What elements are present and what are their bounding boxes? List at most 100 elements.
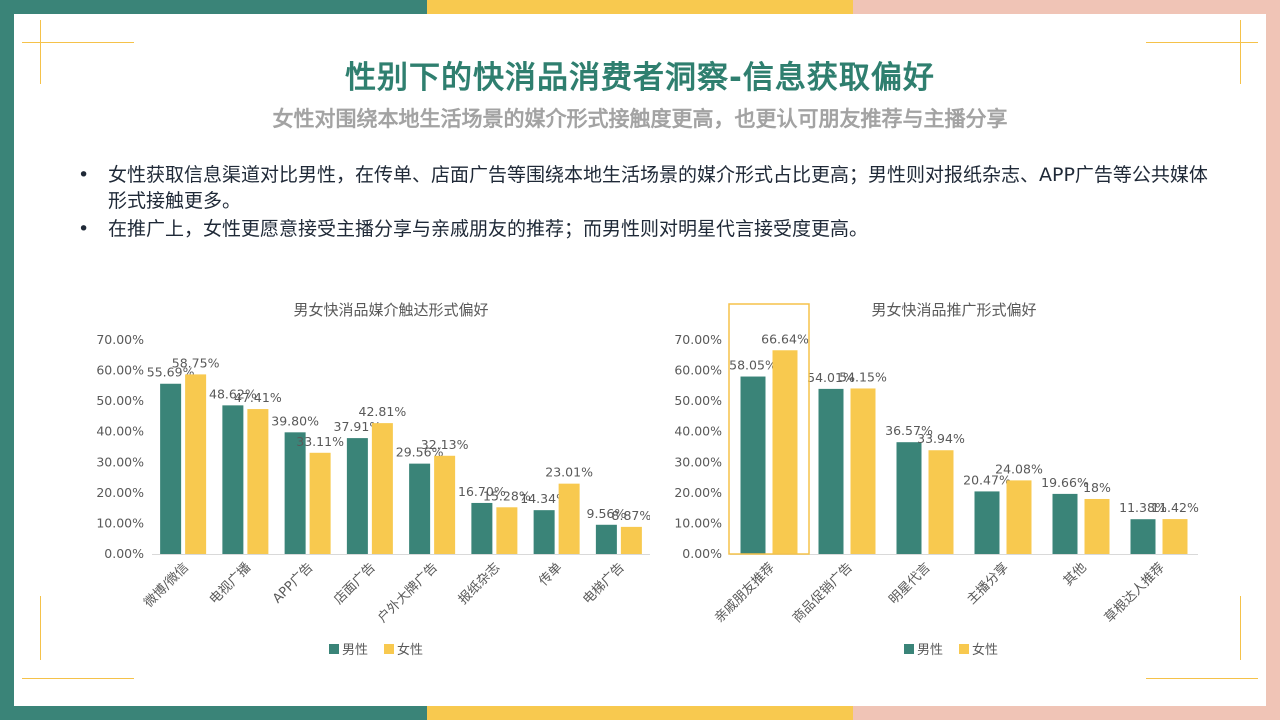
y-axis-tick-label: 60.00% (674, 363, 722, 378)
y-axis-tick-label: 50.00% (96, 393, 144, 408)
y-axis-tick-label: 20.00% (674, 485, 722, 500)
data-label: 15.28% (483, 488, 531, 503)
y-axis-tick-label: 60.00% (96, 363, 144, 378)
category-label: 草根达人推荐 (1102, 560, 1168, 626)
data-label: 58.75% (172, 355, 220, 370)
data-label: 18% (1083, 480, 1111, 495)
bar-female (558, 483, 580, 554)
bar-male (160, 383, 182, 554)
legend-label: 女性 (972, 642, 998, 658)
bar-female (772, 350, 798, 554)
y-axis-tick-label: 70.00% (674, 332, 722, 347)
bar-female (309, 452, 331, 554)
data-label: 20.47% (963, 472, 1011, 487)
data-label: 58.05% (729, 358, 777, 373)
y-axis-tick-label: 30.00% (674, 454, 722, 469)
promotion-preference-chart-svg: 男女快消品推广形式偏好 0.00% 10.00% 20.00% 30.00% 40.00%… (674, 301, 1199, 658)
data-label: 14.34% (520, 491, 568, 506)
data-label: 11.38% (1119, 500, 1167, 515)
media-preference-chart-svg: 男女快消品媒介触达形式偏好 0.00% 10.00% 20.00% 30.00% 40.0… (96, 301, 650, 658)
bar-female (496, 507, 518, 554)
data-label: 55.69% (147, 365, 195, 380)
y-axis-tick-label: 0.00% (104, 546, 144, 561)
legend-swatch-male (329, 644, 339, 654)
chart-title: 男女快消品推广形式偏好 (871, 301, 1036, 319)
data-label: 24.08% (995, 461, 1043, 476)
right-accent-bar (1266, 0, 1280, 720)
category-label: 主播分享 (964, 560, 1012, 608)
bar-female (185, 374, 207, 554)
category-label: 商品促销广告 (790, 560, 856, 626)
data-label: 39.80% (271, 413, 319, 428)
bullet-text: 在推广上，女性更愿意接受主播分享与亲戚朋友的推荐；而男性则对明星代言接受度更高。 (108, 218, 869, 240)
data-label: 33.11% (296, 434, 344, 449)
legend-label: 男性 (342, 643, 368, 658)
bullet-item: • 女性获取信息渠道对比男性，在传单、店面广告等围绕本地生活场景的媒介形式占比更… (78, 162, 1218, 214)
data-label: 16.70% (458, 484, 506, 499)
legend-swatch-female (959, 644, 969, 654)
legend-label: 女性 (397, 642, 423, 658)
bottom-color-band (0, 706, 1280, 720)
data-label: 48.62% (209, 386, 257, 401)
bar-male (818, 388, 844, 554)
category-label: 电视广播 (207, 560, 254, 607)
bar-female (247, 409, 269, 554)
bar-female (1162, 519, 1188, 554)
bar-female (850, 388, 876, 554)
category-label: 微博/微信 (141, 560, 191, 610)
data-label: 47.41% (234, 390, 282, 405)
category-label: APP广告 (270, 560, 316, 606)
data-label: 11.42% (1151, 500, 1199, 515)
legend-label: 男性 (917, 643, 943, 658)
data-label: 19.66% (1041, 475, 1089, 490)
bullet-text: 女性获取信息渠道对比男性，在传单、店面广告等围绕本地生活场景的媒介形式占比更高；… (108, 164, 1208, 212)
category-label: 电梯广告 (580, 560, 627, 607)
legend-swatch-female (384, 644, 394, 654)
bar-male (896, 442, 922, 554)
category-label: 其他 (1061, 560, 1090, 589)
y-axis-tick-label: 40.00% (96, 424, 144, 439)
bar-male (1052, 493, 1078, 554)
page-title: 性别下的快消品消费者洞察-信息获取偏好 (345, 60, 935, 96)
bar-female (928, 450, 954, 554)
bar-male (409, 463, 431, 554)
media-preference-chart: 男女快消品媒介触达形式偏好 0.00% 10.00% 20.00% 30.00% 40.0… (90, 290, 650, 690)
data-label: 37.91% (334, 419, 382, 434)
category-label: 报纸杂志 (456, 560, 503, 607)
bar-male (1130, 519, 1156, 554)
y-axis-tick-label: 30.00% (96, 454, 144, 469)
bullet-item: • 在推广上，女性更愿意接受主播分享与亲戚朋友的推荐；而男性则对明星代言接受度更… (78, 216, 1218, 242)
legend-swatch-male (904, 644, 914, 654)
data-label: 54.15% (839, 369, 887, 384)
bar-male (595, 524, 617, 554)
insight-bullet-list: • 女性获取信息渠道对比男性，在传单、店面广告等围绕本地生活场景的媒介形式占比更… (78, 162, 1218, 244)
y-axis-tick-label: 10.00% (96, 515, 144, 530)
y-axis-tick-label: 70.00% (96, 332, 144, 347)
y-axis-tick-label: 40.00% (674, 424, 722, 439)
category-label: 明星代言 (886, 560, 933, 607)
data-label: 32.13% (421, 437, 469, 452)
bar-male (284, 432, 306, 554)
left-accent-bar (0, 0, 14, 720)
data-label: 29.56% (396, 445, 444, 460)
bar-female (371, 423, 393, 554)
bar-female (434, 455, 456, 554)
category-label: 户外大牌广告 (374, 560, 440, 626)
data-label: 33.94% (917, 431, 965, 446)
y-axis-tick-label: 0.00% (682, 546, 722, 561)
bullet-dot-icon: • (78, 218, 90, 240)
bar-female (620, 526, 642, 554)
y-axis-tick-label: 20.00% (96, 485, 144, 500)
bullet-dot-icon: • (78, 164, 90, 186)
bar-male (740, 376, 766, 554)
highlight-box (728, 303, 810, 555)
bar-male (533, 510, 555, 554)
data-label: 66.64% (761, 331, 809, 346)
category-label: 传单 (536, 560, 565, 589)
data-label: 23.01% (545, 465, 593, 480)
chart-title: 男女快消品媒介触达形式偏好 (293, 301, 488, 319)
data-label: 8.87% (612, 508, 650, 523)
bar-female (1006, 480, 1032, 554)
bar-male (471, 502, 493, 554)
category-label: 亲戚朋友推荐 (711, 560, 777, 626)
